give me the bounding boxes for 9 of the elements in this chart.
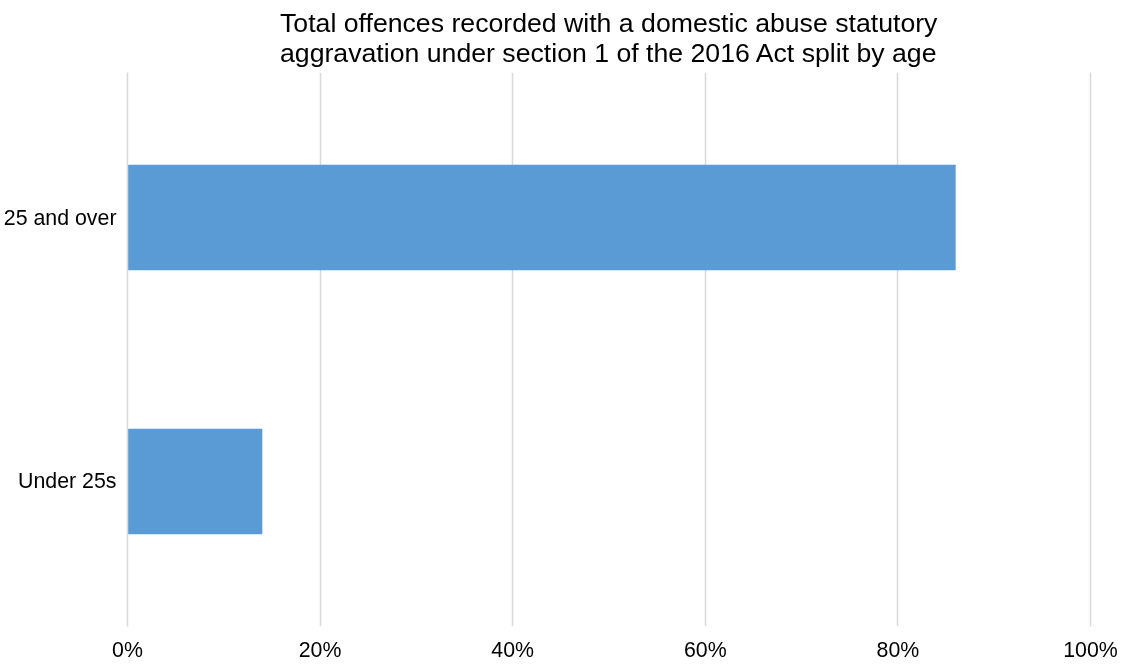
- x-tick-label: 100%: [1063, 637, 1118, 662]
- x-tick-label: 60%: [683, 637, 727, 662]
- x-tick-label: 0%: [112, 637, 143, 662]
- y-tick-label: 25 and over: [3, 205, 117, 230]
- x-tick-label: 80%: [876, 637, 920, 662]
- chart-title: Total offences recorded with a domestic abuse statutory aggravation under section 1 of the 2016 Act split by age: [280, 7, 939, 68]
- x-tick-label: 40%: [491, 637, 535, 662]
- y-tick-label: Under 25s: [18, 469, 117, 494]
- x-tick-label: 20%: [298, 637, 342, 662]
